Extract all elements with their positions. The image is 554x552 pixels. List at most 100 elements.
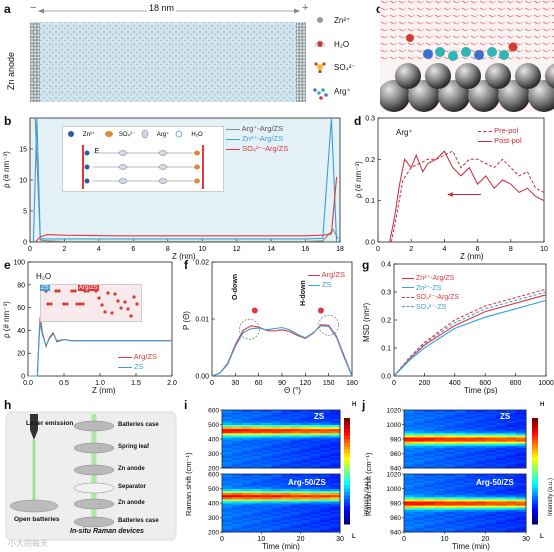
heatmap-cell xyxy=(475,517,486,521)
heatmap-cell xyxy=(241,416,252,419)
heatmap-cell xyxy=(251,476,262,479)
heatmap-cell xyxy=(505,478,517,481)
heatmap-cell xyxy=(475,412,486,415)
heatmap-cell xyxy=(485,484,496,487)
heatmap-cell xyxy=(465,492,476,496)
heatmap-cell xyxy=(222,474,233,477)
heatmap-cell xyxy=(290,428,302,432)
heatmap-cell xyxy=(310,461,321,465)
heatmap-cell xyxy=(271,426,282,430)
heatmap-cell xyxy=(241,445,252,448)
heatmap-cell xyxy=(424,527,435,531)
heatmap-cell xyxy=(310,441,321,444)
colorbar-segment xyxy=(532,471,538,476)
heatmap-cell xyxy=(434,525,446,529)
heatmap-cell xyxy=(241,441,252,444)
zn-atom xyxy=(498,80,530,112)
heatmap-cell xyxy=(310,410,321,413)
heatmap-cell xyxy=(231,463,243,467)
heatmap-cell xyxy=(404,484,415,487)
heatmap-cell xyxy=(300,447,311,450)
series-line-2 xyxy=(211,325,353,377)
heatmap-cell xyxy=(251,482,262,485)
heatmap-cell xyxy=(424,422,435,425)
d-species-tag: Arg⁺ xyxy=(396,128,413,137)
heatmap-cell xyxy=(231,420,243,423)
heatmap-cell xyxy=(300,414,311,417)
heatmap-cell xyxy=(485,453,496,457)
heatmap-cell xyxy=(515,457,527,461)
colorbar-segment xyxy=(532,481,538,486)
y-tick-label: 400 xyxy=(208,501,219,508)
heatmap-cell xyxy=(300,503,311,506)
x-tick-label: 30 xyxy=(522,536,530,543)
heatmap-cell xyxy=(515,424,527,428)
inset-arg-dot xyxy=(118,164,128,170)
heatmap-cell xyxy=(281,519,292,523)
heatmap-cell xyxy=(434,478,446,481)
heatmap-cell xyxy=(231,484,243,487)
heatmap-cell xyxy=(475,480,486,483)
heatmap-cell xyxy=(300,432,311,436)
heatmap-cell xyxy=(485,496,496,500)
heatmap-cell xyxy=(475,420,486,423)
heatmap-cell xyxy=(261,521,272,525)
heatmap-cell xyxy=(271,498,282,502)
heatmap-cell xyxy=(404,494,415,498)
heatmap-cell xyxy=(281,505,292,508)
heatmap-cell xyxy=(495,500,507,504)
heatmap-cell xyxy=(222,503,233,506)
heatmap-cell xyxy=(505,527,517,531)
panel-label-e: e xyxy=(4,258,11,272)
heatmap-cell xyxy=(515,465,527,469)
heatmap-cell xyxy=(222,443,233,446)
heatmap-cell xyxy=(515,515,527,518)
heatmap-cell xyxy=(330,511,341,514)
heatmap-cell xyxy=(231,482,243,485)
heatmap-cell xyxy=(241,426,252,430)
heatmap-cell xyxy=(505,486,517,489)
heatmap-cell xyxy=(290,426,302,430)
heatmap-cell xyxy=(505,447,517,450)
heatmap-cell xyxy=(231,451,243,454)
heatmap-cell xyxy=(310,426,321,430)
heatmap-cell xyxy=(261,414,272,417)
colorbar-segment xyxy=(344,421,350,426)
heatmap-cell xyxy=(434,436,446,440)
colorbar-segment xyxy=(532,492,538,497)
panel-label-j: j xyxy=(362,398,366,412)
heatmap-cell xyxy=(330,465,341,469)
heatmap-cell xyxy=(454,451,466,454)
heatmap-cell xyxy=(444,503,456,506)
heatmap-cell xyxy=(424,509,435,512)
heatmap-cell xyxy=(465,490,476,494)
zn-atom xyxy=(380,80,410,112)
heatmap-cell xyxy=(414,509,425,512)
heatmap-cell xyxy=(505,418,517,421)
heatmap-cell xyxy=(241,457,252,461)
colorbar-segment xyxy=(344,478,350,483)
heatmap-cell xyxy=(281,484,292,487)
inset-water-molecule xyxy=(129,314,133,318)
heatmap-cell xyxy=(281,527,292,531)
heatmap-cell xyxy=(515,484,527,487)
heatmap-cell xyxy=(300,496,311,500)
heatmap-cell xyxy=(495,416,507,419)
heatmap-cell xyxy=(300,523,311,527)
heatmap-cell xyxy=(434,521,446,525)
heatmap-cell xyxy=(505,484,517,487)
x-tick-label: 30 xyxy=(336,536,344,543)
heatmap-cell xyxy=(271,513,282,516)
heatmap-cell xyxy=(290,509,302,512)
heatmap-cell xyxy=(310,414,321,417)
heatmap-cell xyxy=(495,463,507,467)
heatmap-cell xyxy=(241,523,252,527)
heatmap-cell xyxy=(271,486,282,489)
y-tick-label: 960 xyxy=(390,451,401,458)
j-cbar-high: H xyxy=(540,402,545,408)
inset-zn-dot xyxy=(84,178,90,184)
heatmap-cell xyxy=(515,505,527,508)
heatmap-cell xyxy=(271,414,282,417)
heatmap-cell xyxy=(320,410,331,413)
heatmap-cell xyxy=(222,488,233,492)
